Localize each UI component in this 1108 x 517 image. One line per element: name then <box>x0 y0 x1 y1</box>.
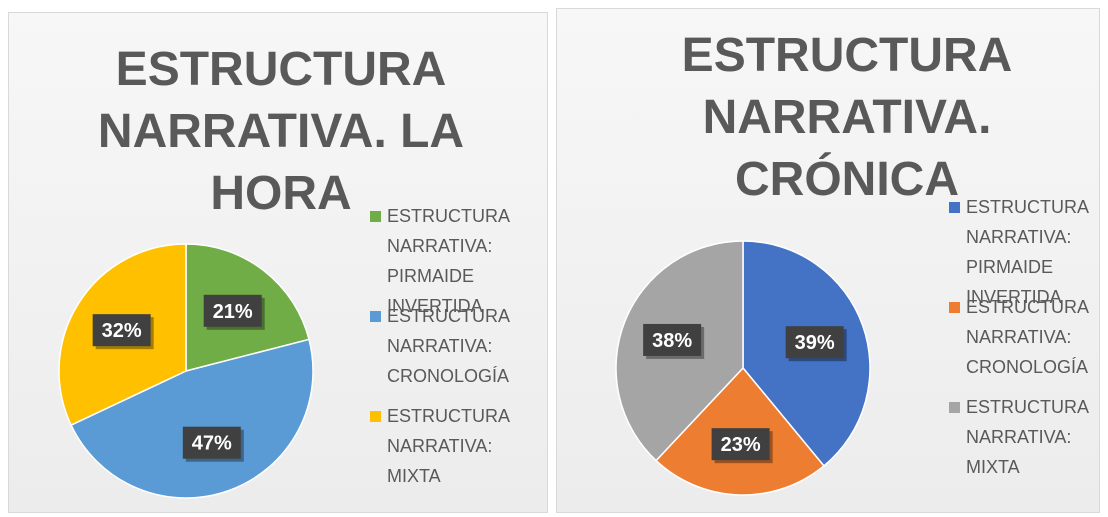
label-box <box>92 314 151 347</box>
legend-label: ESTRUCTURA NARRATIVA: MIXTA <box>387 406 510 486</box>
data-label: 32% <box>102 320 142 342</box>
pie-plot: 39% 23% 38% <box>615 240 871 496</box>
legend-swatch <box>949 202 960 213</box>
legend-entry: ESTRUCTURA NARRATIVA: MIXTA <box>949 392 1099 482</box>
legend-entry: ESTRUCTURA NARRATIVA: CRONOLOGÍA <box>370 301 547 391</box>
legend-entry: ESTRUCTURA NARRATIVA: MIXTA <box>370 401 547 491</box>
data-label: 23% <box>721 434 761 456</box>
legend-swatch <box>370 211 381 222</box>
legend-swatch <box>949 302 960 313</box>
legend-label: ESTRUCTURA NARRATIVA: PIRMAIDE INVERTIDA <box>966 197 1089 307</box>
chart-panel: ESTRUCTURA NARRATIVA. LA HORA 21% 47% 32% ES… <box>8 12 548 513</box>
pie-plot: 21% 47% 32% <box>58 243 314 499</box>
legend-label: ESTRUCTURA NARRATIVA: PIRMAIDE INVERTIDA <box>387 206 510 316</box>
legend-entry: ESTRUCTURA NARRATIVA: PIRMAIDE INVERTIDA <box>370 201 547 321</box>
chart-title: ESTRUCTURA NARRATIVA. CRÓNICA <box>681 29 1013 206</box>
legend-label: ESTRUCTURA NARRATIVA: MIXTA <box>966 397 1089 477</box>
chart-panel: ESTRUCTURA NARRATIVA. CRÓNICA 39% 23% 38% ES… <box>556 8 1100 513</box>
legend-swatch <box>370 411 381 422</box>
legend-swatch <box>949 402 960 413</box>
legend-swatch <box>370 311 381 322</box>
legend-label: ESTRUCTURA NARRATIVA: CRONOLOGÍA <box>387 306 510 386</box>
pie-slice <box>70 338 314 499</box>
label-box <box>785 326 844 359</box>
data-label: 21% <box>213 301 253 323</box>
legend-entry: ESTRUCTURA NARRATIVA: CRONOLOGÍA <box>949 292 1099 382</box>
data-label: 39% <box>795 332 835 354</box>
label-box <box>182 426 241 459</box>
data-label: 38% <box>652 330 692 352</box>
label-box <box>203 294 262 327</box>
label-box <box>711 428 770 461</box>
chart-title: ESTRUCTURA NARRATIVA. LA HORA <box>97 43 465 220</box>
label-box <box>643 323 702 356</box>
legend-label: ESTRUCTURA NARRATIVA: CRONOLOGÍA <box>966 297 1089 377</box>
data-label: 47% <box>192 433 232 455</box>
legend-entry: ESTRUCTURA NARRATIVA: PIRMAIDE INVERTIDA <box>949 192 1099 312</box>
